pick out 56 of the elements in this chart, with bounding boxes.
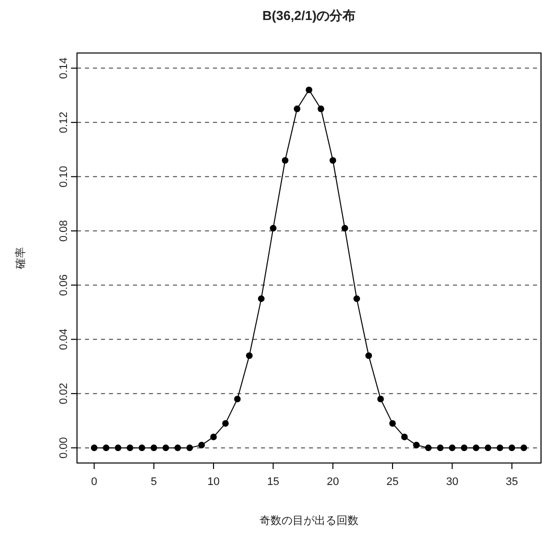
y-tick-label: 0.00 — [58, 437, 70, 459]
point — [186, 444, 193, 452]
x-axis-title: 奇数の目が出る回数 — [260, 514, 358, 527]
point — [162, 444, 170, 452]
y-tick-label: 0.08 — [58, 220, 70, 242]
point — [198, 442, 205, 448]
chart-title: B(36,2/1)の分布 — [262, 8, 356, 23]
point — [330, 157, 336, 164]
point — [222, 420, 229, 427]
point — [472, 444, 480, 452]
point — [377, 396, 384, 402]
point — [496, 444, 504, 452]
point — [448, 444, 456, 452]
point — [270, 224, 276, 232]
point — [389, 420, 396, 427]
point — [282, 157, 288, 164]
point — [425, 444, 432, 452]
point — [413, 442, 420, 448]
point — [508, 444, 516, 452]
point — [484, 444, 492, 452]
point — [342, 224, 348, 232]
x-tick-label: 25 — [386, 476, 399, 488]
point — [174, 444, 182, 452]
point — [258, 295, 265, 302]
point — [138, 444, 146, 452]
point — [353, 295, 360, 302]
point — [234, 396, 241, 402]
x-tick-label: 15 — [267, 476, 280, 488]
y-tick-label: 0.06 — [58, 274, 70, 296]
x-tick-label: 0 — [91, 476, 98, 488]
point — [365, 352, 372, 359]
point — [294, 106, 300, 112]
x-tick-label: 30 — [446, 476, 458, 488]
point — [150, 444, 158, 452]
y-tick-label: 0.14 — [58, 57, 70, 79]
point — [436, 444, 444, 452]
point — [246, 352, 253, 359]
point — [210, 434, 217, 440]
y-tick-label: 0.10 — [58, 166, 70, 188]
x-tick-label: 10 — [207, 476, 220, 488]
x-tick-label: 5 — [150, 476, 157, 488]
y-tick-label: 0.04 — [58, 328, 70, 350]
point — [90, 444, 98, 452]
y-tick-label: 0.02 — [58, 382, 70, 404]
point — [520, 444, 528, 452]
point — [114, 444, 122, 452]
y-tick-label: 0.12 — [58, 112, 70, 134]
x-tick-label: 20 — [326, 476, 339, 488]
point — [318, 106, 324, 112]
x-tick-label: 35 — [506, 476, 518, 488]
point — [126, 444, 134, 452]
point — [306, 86, 312, 94]
point — [102, 444, 110, 452]
y-axis-title: 確率 — [14, 247, 27, 270]
point — [460, 444, 468, 452]
point — [401, 434, 408, 440]
